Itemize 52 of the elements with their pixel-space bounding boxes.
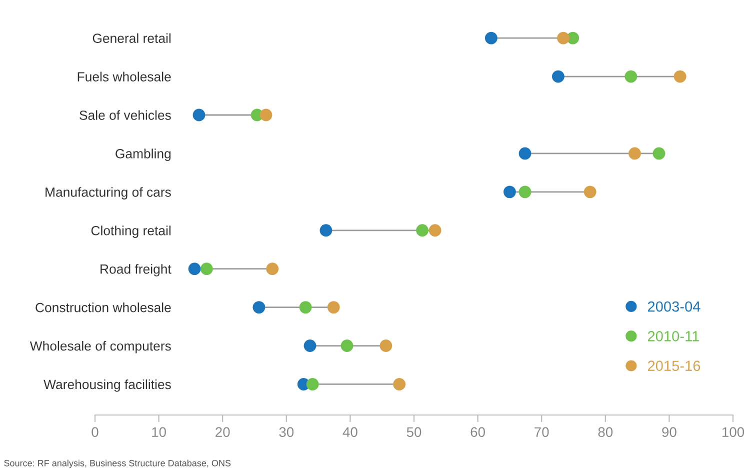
point	[428, 224, 442, 237]
y-tick-label: Gambling	[116, 148, 171, 161]
y-tick-label: Manufacturing of cars	[46, 187, 171, 200]
x-tick-label: 30	[279, 427, 294, 438]
x-tick-label: 70	[534, 427, 549, 438]
y-tick-label: Road freight	[100, 264, 172, 276]
point	[299, 301, 312, 314]
point	[200, 262, 213, 276]
x-tick-label: 20	[216, 427, 230, 438]
y-tick-label: Construction wholesale	[36, 302, 171, 312]
point	[304, 340, 316, 352]
legend-label: 2015-16	[648, 360, 700, 371]
point	[518, 186, 532, 198]
x-tick-label: 100	[722, 427, 744, 438]
x-tick-label: 80	[598, 427, 613, 438]
point	[552, 70, 564, 83]
point	[557, 32, 570, 44]
y-tick-label: Sale of vehicles	[80, 110, 171, 120]
x-tick-label: 0	[92, 427, 98, 438]
point	[340, 340, 354, 352]
point	[393, 378, 406, 390]
point	[380, 340, 392, 352]
y-tick-label: Fuels wholesale	[78, 72, 171, 82]
point	[518, 147, 532, 160]
point	[674, 70, 686, 83]
point	[584, 186, 596, 198]
point	[252, 301, 266, 314]
point	[266, 262, 279, 276]
y-tick-label: Warehousing facilities	[44, 379, 171, 392]
point	[306, 378, 319, 390]
point	[624, 70, 638, 83]
point	[192, 108, 206, 122]
legend-label: 2010-11	[648, 331, 699, 342]
x-tick-label: 60	[470, 427, 485, 438]
point	[652, 147, 666, 160]
point	[416, 224, 429, 237]
point	[320, 224, 332, 237]
x-tick-label: 10	[152, 427, 166, 438]
point	[188, 262, 201, 276]
point	[503, 186, 516, 198]
point	[260, 108, 272, 122]
y-tick-label: General retail	[92, 33, 171, 43]
point	[484, 32, 498, 44]
source-note: Source: RF analysis, Business Structure Database, ONS	[4, 460, 231, 468]
point	[327, 301, 340, 314]
x-tick-label: 50	[406, 427, 422, 438]
y-tick-label: Clothing retail	[91, 226, 171, 238]
legend-label: 2003-04	[648, 301, 700, 312]
y-tick-label: Wholesale of computers	[30, 340, 171, 354]
x-tick-label: 40	[342, 427, 358, 438]
point	[628, 147, 641, 160]
x-tick-label: 90	[662, 427, 676, 438]
